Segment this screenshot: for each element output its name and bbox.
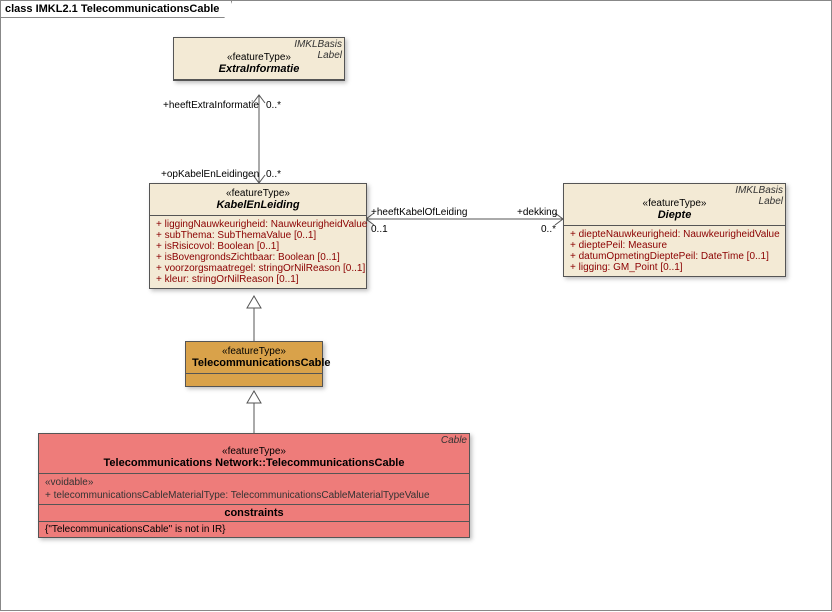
assoc-label: +opKabelEnLeidingen: [161, 169, 259, 180]
attr: ligging: GM_Point [0..1]: [570, 262, 779, 273]
attr: liggingNauwkeurigheid: NauwkeurigheidVal…: [156, 219, 360, 230]
attr: datumOpmetingDieptePeil: DateTime [0..1]: [570, 251, 779, 262]
frame-title: class IMKL2.1 TelecommunicationsCable: [1, 1, 232, 18]
class-name: Telecommunications Network::Telecommunic…: [45, 457, 463, 469]
attributes: «voidable» telecommunicationsCableMateri…: [39, 474, 469, 505]
class-diepte: IMKLBasis Label «featureType» Diepte die…: [563, 183, 786, 277]
class-cable-network: Cable «featureType» Telecommunications N…: [38, 433, 470, 538]
assoc-label: +dekking: [517, 207, 557, 218]
class-name: TelecommunicationsCable: [192, 357, 316, 369]
assoc-label: +heeftKabelOfLeiding: [371, 207, 467, 218]
corner-label: IMKLBasis Label: [735, 185, 783, 207]
stereotype: «featureType»: [45, 446, 463, 457]
class-kabel-en-leiding: «featureType» KabelEnLeiding liggingNauw…: [149, 183, 367, 289]
attr: kleur: stringOrNilReason [0..1]: [156, 274, 360, 285]
attributes: liggingNauwkeurigheid: NauwkeurigheidVal…: [150, 216, 366, 288]
attr: telecommunicationsCableMaterialType: Tel…: [45, 490, 463, 501]
class-name: KabelEnLeiding: [156, 199, 360, 211]
class-name: Diepte: [570, 209, 779, 221]
stereotype: «featureType»: [192, 346, 316, 357]
corner-label: Cable: [441, 435, 467, 446]
attr: voorzorgsmaatregel: stringOrNilReason [0…: [156, 263, 360, 274]
diagram-frame: class IMKL2.1 TelecommunicationsCable IM…: [0, 0, 832, 611]
class-extra-informatie: IMKLBasis Label «featureType» ExtraInfor…: [173, 37, 345, 81]
attr: isRisicovol: Boolean [0..1]: [156, 241, 360, 252]
stereotype: «featureType»: [156, 188, 360, 199]
class-name: ExtraInformatie: [180, 63, 338, 75]
voidable-label: «voidable»: [45, 477, 463, 490]
assoc-mult: 0..*: [266, 100, 281, 111]
empty-compartment: [186, 374, 322, 386]
attr: subThema: SubThemaValue [0..1]: [156, 230, 360, 241]
constraints-text: {"TelecommunicationsCable" is not in IR}: [39, 522, 469, 537]
assoc-label: +heeftExtraInformatie: [163, 100, 259, 111]
assoc-mult: 0..*: [541, 224, 556, 235]
attributes: diepteNauwkeurigheid: NauwkeurigheidValu…: [564, 226, 785, 276]
attr: diepteNauwkeurigheid: NauwkeurigheidValu…: [570, 229, 779, 240]
constraints-header: constraints: [39, 505, 469, 522]
assoc-mult: 0..*: [266, 169, 281, 180]
assoc-mult: 0..1: [371, 224, 388, 235]
corner-label: IMKLBasis Label: [294, 39, 342, 61]
class-telecom-cable: «featureType» TelecommunicationsCable: [185, 341, 323, 387]
attr: dieptePeil: Measure: [570, 240, 779, 251]
attr: isBovengrondsZichtbaar: Boolean [0..1]: [156, 252, 360, 263]
